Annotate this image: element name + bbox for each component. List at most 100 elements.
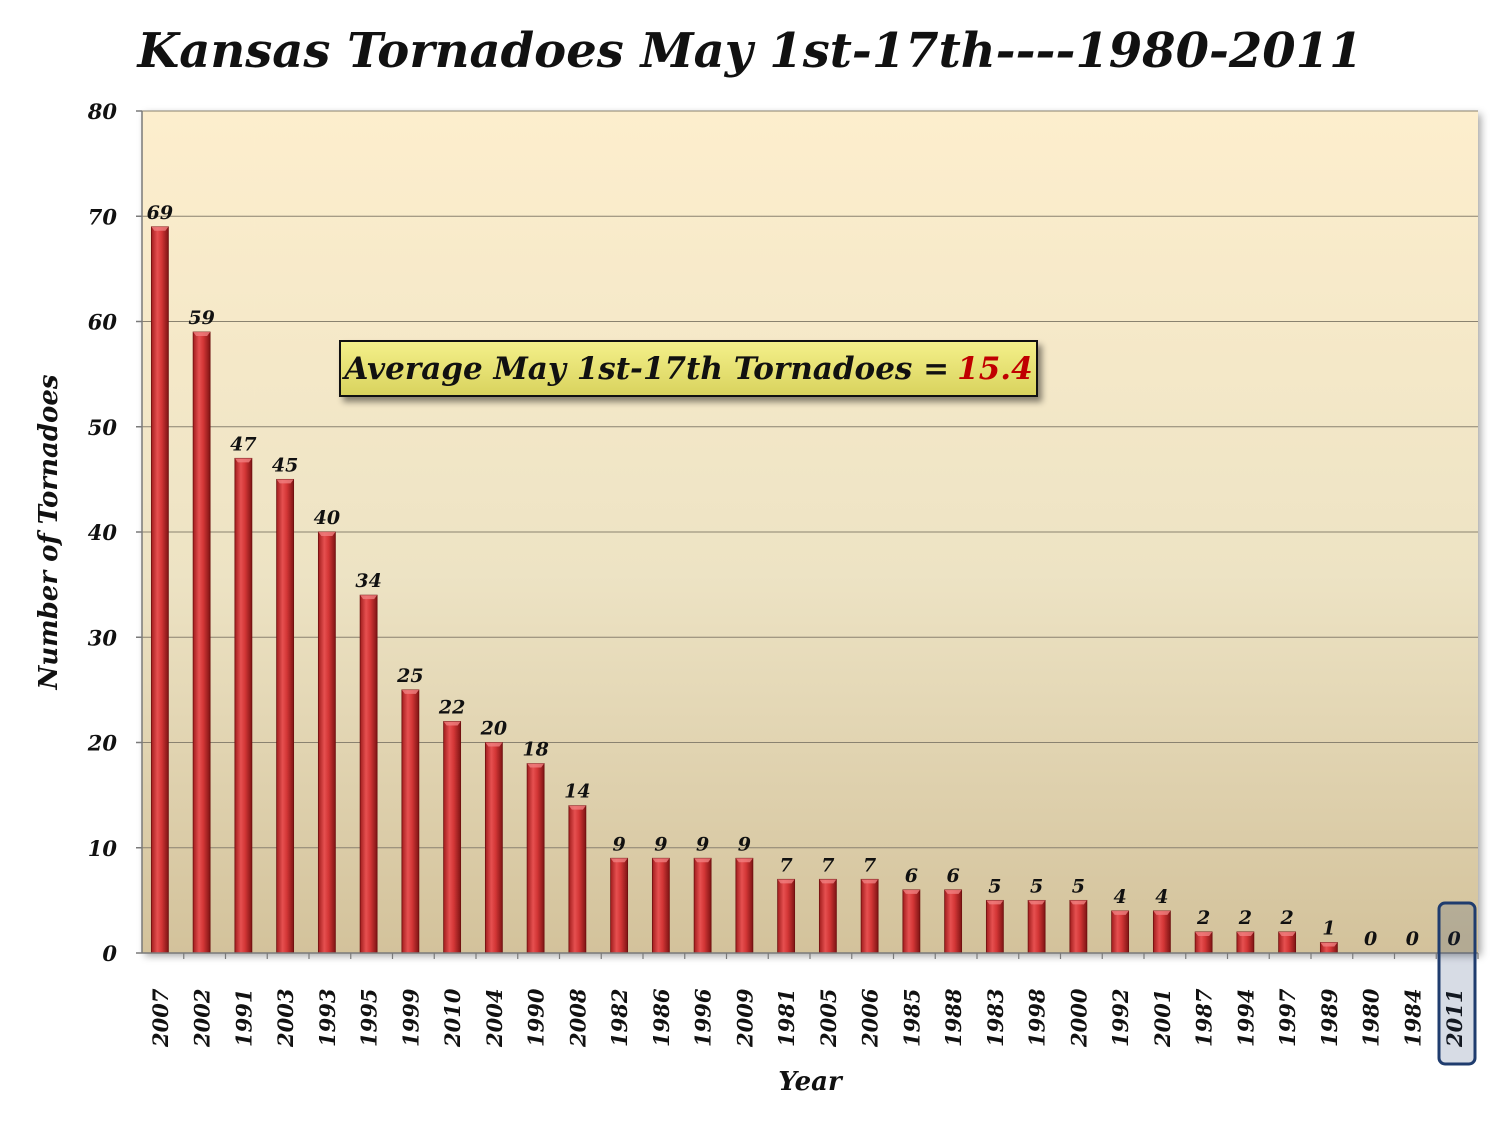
bar-2006 [860, 878, 879, 954]
x-tick-label-1986: 1986 [649, 988, 674, 1047]
y-tick-label: 50 [88, 415, 118, 440]
x-tick-label-1995: 1995 [357, 989, 382, 1047]
bar-cap-2001 [1153, 910, 1171, 915]
bar-cap-2004 [485, 742, 503, 747]
data-label-1986: 9 [654, 833, 667, 855]
bar-1985 [902, 889, 921, 954]
data-label-1983: 5 [988, 875, 1001, 897]
bar-2007 [150, 226, 169, 954]
bar-cap-1982 [610, 858, 628, 863]
bar-cap-1998 [1028, 900, 1046, 905]
bar-2001 [1152, 910, 1171, 954]
x-tick-label-1991: 1991 [231, 989, 256, 1047]
data-label-1995: 34 [355, 570, 381, 592]
data-label-2005: 7 [821, 854, 834, 876]
y-tick-label: 80 [87, 99, 118, 124]
bar-cap-1993 [318, 532, 336, 536]
x-tick-label-2003: 2003 [273, 989, 298, 1048]
x-tick-label-2000: 2000 [1066, 988, 1091, 1048]
y-tick-label: 30 [88, 625, 118, 650]
bar-2005 [818, 878, 837, 954]
bar-2003 [276, 478, 295, 954]
x-tick-label-2008: 2008 [565, 988, 590, 1048]
data-label-1994: 2 [1238, 907, 1252, 929]
bar-cap-1997 [1278, 931, 1296, 936]
bar-cap-1989 [1320, 942, 1338, 947]
bar-2000 [1069, 899, 1088, 954]
data-label-2007: 69 [147, 202, 173, 224]
data-label-1990: 18 [522, 739, 548, 761]
x-tick-label-1985: 1985 [899, 989, 924, 1047]
bar-1993 [317, 531, 336, 954]
x-tick-label-2004: 2004 [482, 989, 507, 1048]
x-tick-label-1983: 1983 [983, 989, 1008, 1047]
bar-1996 [693, 857, 712, 954]
data-label-2003: 45 [272, 454, 298, 476]
bar-cap-1988 [944, 889, 962, 894]
data-label-1991: 47 [230, 433, 256, 455]
x-axis-ticks: 2007 2002 1991 2003 1993 1995 1999 2010 2004 1990… [148, 953, 1479, 1048]
data-label-1993: 40 [314, 507, 340, 529]
x-tick-label-1993: 1993 [315, 989, 340, 1047]
bar-1998 [1027, 899, 1046, 954]
y-axis-ticks: 0 10 20 30 40 50 60 70 80 [87, 99, 118, 966]
bar-2009 [735, 857, 754, 954]
chart-title: Kansas Tornadoes May 1st-17th----1980-20… [136, 23, 1363, 79]
bar-1999 [401, 689, 420, 954]
data-label-1985: 6 [905, 865, 918, 887]
y-tick-label: 10 [88, 836, 118, 861]
y-tick-label: 60 [88, 310, 118, 335]
bar-cap-1983 [986, 900, 1004, 905]
data-label-1996: 9 [696, 833, 709, 855]
data-label-2006: 7 [863, 854, 876, 876]
x-tick-label-1982: 1982 [607, 989, 632, 1047]
bar-1990 [526, 763, 545, 954]
bar-cap-1996 [694, 858, 712, 863]
x-tick-label-2002: 2002 [190, 989, 215, 1048]
x-tick-label-2011: 2011 [1442, 989, 1467, 1048]
bar-1992 [1111, 910, 1130, 954]
data-label-1980: 0 [1364, 928, 1377, 950]
x-tick-label-1984: 1984 [1400, 989, 1425, 1047]
x-tick-label-1992: 1992 [1108, 989, 1133, 1047]
data-label-2008: 14 [564, 781, 590, 803]
y-tick-label: 40 [88, 520, 118, 545]
highlight-box-2011 [1437, 901, 1477, 1066]
data-label-1999: 25 [396, 665, 423, 687]
data-label-1988: 6 [947, 865, 960, 887]
average-label: Average May 1st-17th Tornadoes = [344, 350, 950, 387]
x-tick-label-1998: 1998 [1025, 988, 1050, 1047]
data-label-1997: 2 [1280, 907, 1294, 929]
y-tick-label: 70 [88, 204, 118, 229]
data-label-2010: 22 [438, 696, 465, 718]
bar-cap-2005 [819, 879, 837, 884]
bar-1982 [610, 857, 629, 954]
x-tick-label-2006: 2006 [858, 988, 883, 1048]
x-tick-label-2007: 2007 [148, 988, 173, 1048]
y-tick-label: 20 [87, 731, 118, 756]
bar-cap-1981 [777, 879, 795, 884]
bar-cap-2000 [1069, 900, 1087, 905]
data-label-1992: 4 [1114, 886, 1127, 908]
bar-cap-1999 [401, 689, 419, 694]
x-tick-label-1990: 1990 [524, 988, 549, 1047]
x-tick-label-1987: 1987 [1192, 988, 1217, 1047]
x-tick-label-1999: 1999 [398, 988, 423, 1047]
bar-cap-1987 [1195, 931, 1213, 936]
x-tick-label-1997: 1997 [1275, 988, 1300, 1047]
data-label-1982: 9 [613, 833, 626, 855]
x-tick-label-1981: 1981 [774, 989, 799, 1047]
bar-cap-2006 [861, 879, 879, 884]
data-label-2001: 4 [1155, 886, 1168, 908]
data-label-1998: 5 [1030, 875, 1043, 897]
average-value: 15.4 [957, 350, 1033, 387]
data-label-2000: 5 [1072, 875, 1085, 897]
bar-cap-2007 [151, 226, 169, 231]
bar-1986 [651, 857, 670, 954]
x-tick-label-1994: 1994 [1233, 989, 1258, 1047]
x-tick-label-1996: 1996 [691, 988, 716, 1047]
bar-cap-2002 [193, 332, 211, 337]
data-label-2004: 20 [480, 718, 507, 740]
